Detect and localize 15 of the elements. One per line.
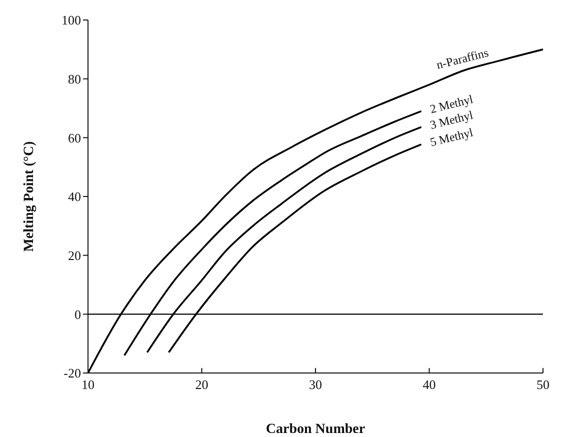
y-tick-label: 20 bbox=[68, 248, 81, 263]
x-tick-label: 30 bbox=[309, 377, 322, 392]
x-tick-label: 40 bbox=[422, 377, 436, 392]
x-tick-label: 50 bbox=[536, 377, 550, 392]
text: n-Paraffins bbox=[434, 45, 490, 72]
x-tick-label: 10 bbox=[82, 377, 94, 392]
x-axis-title: Carbon Number bbox=[266, 422, 366, 437]
y-tick-label: 0 bbox=[74, 306, 81, 322]
y-tick-label: 60 bbox=[68, 130, 81, 146]
y-tick-label: 80 bbox=[68, 71, 81, 86]
y-tick-label: 100 bbox=[62, 12, 81, 28]
y-tick-label: 40 bbox=[68, 189, 81, 204]
y-tick-label: -20 bbox=[64, 366, 81, 381]
x-tick-label: 20 bbox=[195, 377, 208, 392]
y-axis-title: Melting Point (°C) bbox=[22, 140, 37, 252]
